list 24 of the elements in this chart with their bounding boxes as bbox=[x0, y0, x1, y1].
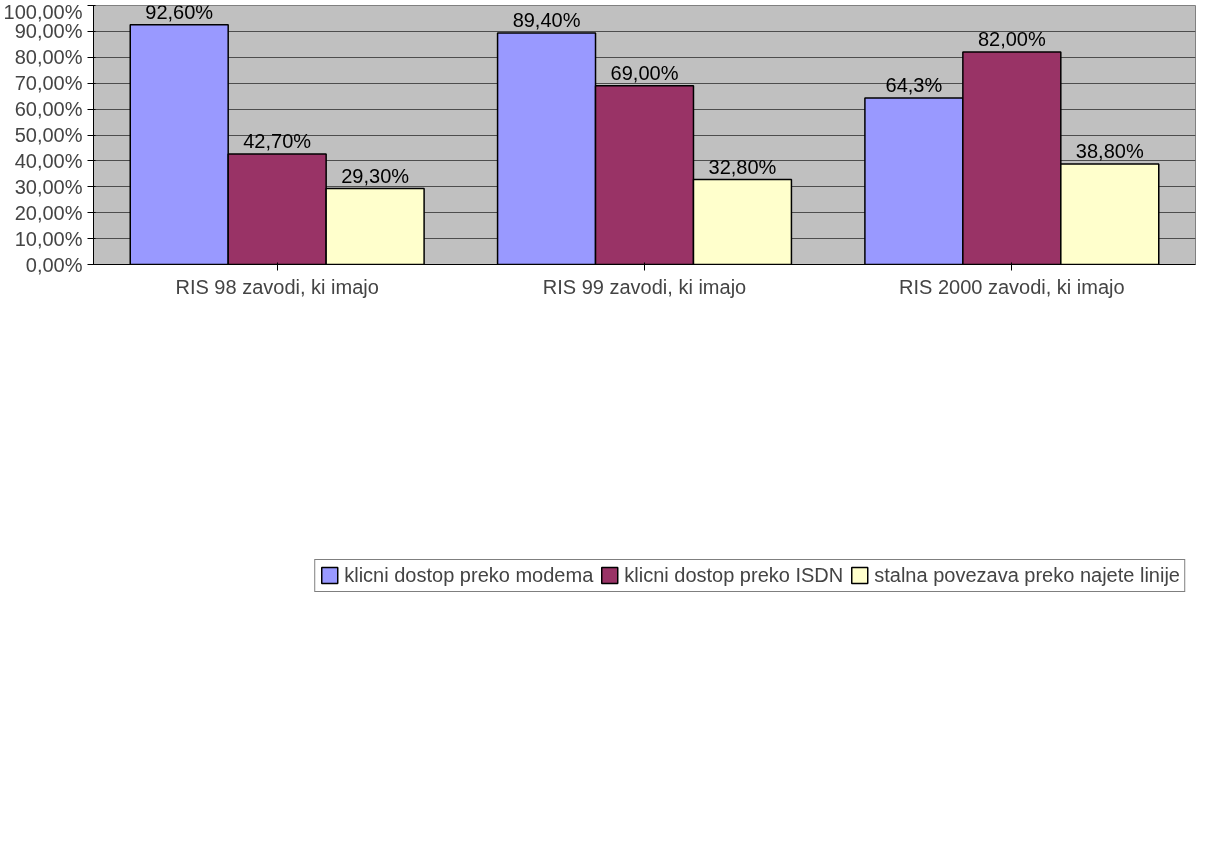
data-label: 82,00% bbox=[977, 28, 1046, 51]
y-tick-label: 100,00% bbox=[3, 0, 83, 23]
x-tick-label: RIS 98 zavodi, ki imajo bbox=[175, 275, 379, 298]
data-label: 32,80% bbox=[708, 155, 777, 178]
x-tick-label: RIS 2000 zavodi, ki imajo bbox=[899, 275, 1125, 298]
x-tick-label: RIS 99 zavodi, ki imajo bbox=[542, 275, 747, 298]
data-label: 69,00% bbox=[610, 61, 679, 84]
data-label: 42,70% bbox=[243, 129, 312, 152]
y-tick-label: 80,00% bbox=[14, 46, 83, 69]
y-tick-label: 40,00% bbox=[14, 149, 83, 172]
y-tick-label: 50,00% bbox=[14, 124, 83, 146]
y-tick-label: 0,00% bbox=[25, 253, 83, 276]
legend-label: klicni dostop preko modema bbox=[344, 563, 594, 587]
y-tick-label: 20,00% bbox=[14, 201, 83, 224]
y-tick-label: 70,00% bbox=[14, 72, 83, 95]
data-label: 92,60% bbox=[145, 0, 214, 23]
y-tick-label: 60,00% bbox=[14, 98, 83, 121]
data-label: 29,30% bbox=[341, 164, 410, 187]
y-tick-label: 10,00% bbox=[14, 227, 83, 250]
data-label: 89,40% bbox=[512, 8, 581, 31]
data-label: 38,80% bbox=[1075, 140, 1144, 163]
y-tick-label: 30,00% bbox=[14, 175, 83, 198]
legend-label: klicni dostop preko ISDN bbox=[624, 563, 844, 587]
legend-label: stalna povezava preko najete linije bbox=[874, 563, 1180, 587]
